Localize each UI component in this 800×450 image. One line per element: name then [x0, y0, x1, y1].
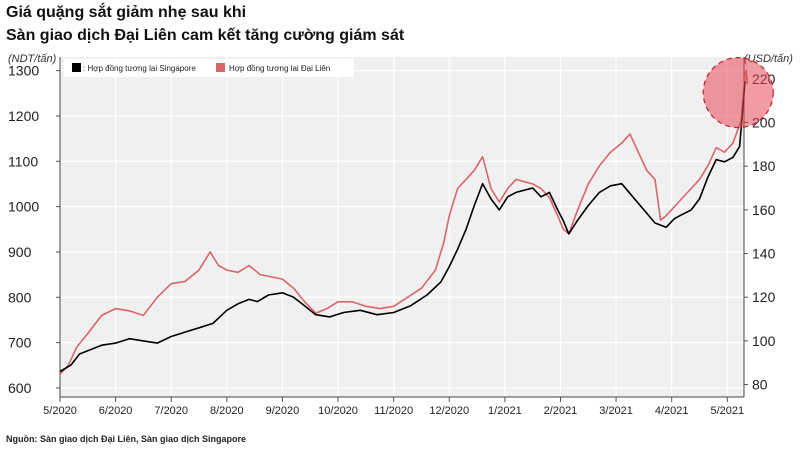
series-line-dalian [59, 69, 749, 375]
x-tick-label: 8/2020 [210, 405, 244, 417]
plot-background [60, 57, 744, 397]
chart-title-line1: Giá quặng sắt giảm nhẹ sau khi [6, 4, 247, 21]
source-note: Nguồn: Sàn giao dịch Đại Liên, Sàn giao … [6, 434, 247, 444]
left-tick-label: 700 [8, 335, 32, 351]
left-tick-label: 1200 [8, 108, 39, 124]
legend-label-dalian: Hợp đồng tương lai Đại Liên [229, 64, 330, 73]
right-tick-label: 160 [752, 202, 776, 218]
x-tick-label: 4/2021 [655, 405, 689, 417]
left-tick-label: 1000 [8, 199, 39, 215]
x-tick-label: 2/2021 [544, 405, 578, 417]
legend-background [64, 59, 354, 77]
x-tick-label: 9/2020 [266, 405, 300, 417]
x-tick-label: 6/2020 [99, 405, 133, 417]
x-axis: 5/2020 6/2020 7/2020 8/2020 9/2020 10/2020 11/… [43, 396, 744, 417]
x-tick-label: 5/2020 [43, 405, 77, 417]
left-tick-label: 800 [8, 289, 32, 305]
chart-title-line2: Sàn giao dịch Đại Liên cam kết tăng cườn… [6, 27, 405, 44]
right-tick-label: 80 [752, 377, 768, 393]
right-tick-label: 120 [752, 289, 776, 305]
left-axis-unit: (NDT/tấn) [8, 53, 57, 65]
legend-label-singapore: : Hợp đồng tương lai Singapore [83, 64, 196, 73]
left-y-axis: 600 700 800 900 1000 1100 1200 1300 [8, 57, 61, 397]
legend: : Hợp đồng tương lai Singapore Hợp đồng … [64, 59, 354, 77]
right-tick-label: 100 [752, 333, 776, 349]
left-tick-label: 1100 [8, 153, 38, 169]
left-tick-label: 900 [8, 244, 32, 260]
x-tick-label: 5/2021 [710, 405, 744, 417]
x-tick-label: 1/2021 [488, 405, 522, 417]
x-tick-label: 10/2020 [318, 405, 358, 417]
highlight [702, 56, 774, 129]
x-tick-label: 3/2021 [599, 405, 633, 417]
highlight-circle [702, 56, 774, 129]
legend-swatch-dalian [216, 63, 225, 72]
x-tick-label: 12/2020 [429, 405, 469, 417]
left-tick-label: 1300 [8, 63, 39, 79]
series-line-singapore [59, 80, 746, 373]
right-tick-label: 140 [752, 246, 776, 262]
x-tick-label: 7/2020 [154, 405, 188, 417]
legend-swatch-singapore [72, 63, 81, 72]
series-lines [59, 69, 749, 375]
left-tick-label: 600 [8, 380, 32, 396]
right-tick-label: 180 [752, 158, 776, 174]
x-tick-label: 11/2020 [374, 405, 413, 417]
